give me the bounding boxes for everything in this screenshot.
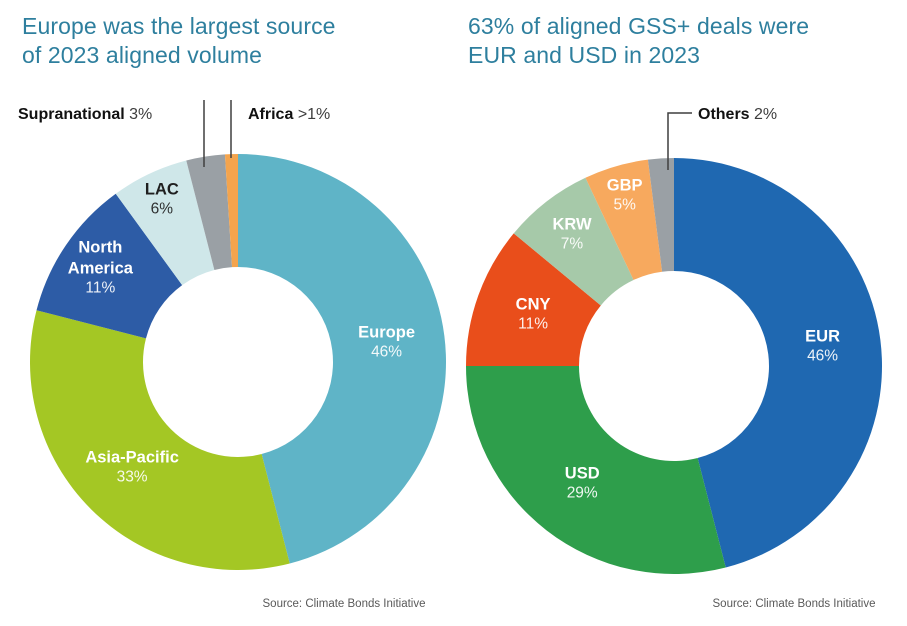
segment-value-lac: 6% [150, 200, 174, 218]
donut-segment-krw [513, 177, 634, 306]
segment-label-europe: Europe 46% [358, 323, 415, 364]
donut-segment-europe [238, 154, 446, 564]
segment-value-cny: 11% [518, 315, 549, 333]
segment-label-gbp: GBP 5% [607, 176, 643, 217]
callout-name-others: Others [698, 106, 750, 123]
segment-value-gbp: 5% [613, 196, 636, 214]
donut-segment-supranational [186, 154, 233, 270]
segment-value-usd: 29% [566, 484, 598, 502]
segment-name-europe: Europe [358, 323, 415, 342]
segment-value-asia-pacific: 33% [116, 468, 148, 486]
segment-label-usd: USD 29% [565, 464, 600, 505]
left-chart-title: Europe was the largest source of 2023 al… [22, 12, 452, 71]
segment-name-krw: KRW [552, 214, 592, 233]
segment-name-usd: USD [564, 464, 600, 483]
segment-label-krw: KRW 7% [552, 214, 591, 255]
right-chart-title: 63% of aligned GSS+ deals were EUR and U… [468, 12, 898, 71]
donut-segment-africa [224, 154, 238, 268]
donut-segment-north-america [36, 193, 183, 339]
donut-segment-others [647, 158, 674, 272]
segment-name-gbp: GBP [606, 176, 643, 195]
callout-line-others [667, 112, 692, 170]
left-source-note: Source: Climate Bonds Initiative [262, 598, 426, 610]
segment-name-lac: LAC [144, 180, 179, 199]
segment-value-eur: 46% [807, 347, 839, 365]
donut-segment-asia-pacific [29, 310, 290, 570]
donut-segment-lac [115, 160, 215, 286]
segment-value-europe: 46% [371, 343, 403, 361]
callout-value-africa: >1% [297, 106, 331, 123]
segment-name-eur: EUR [805, 327, 840, 346]
left-chart-title-line2: of 2023 aligned volume [22, 42, 263, 69]
segment-name-cny: CNY [515, 295, 551, 314]
donut-segment-eur [674, 158, 882, 568]
segment-label-eur: EUR 46% [805, 327, 840, 368]
segment-label-asia-pacific: Asia-Pacific 33% [85, 447, 179, 488]
callout-label-others: Others 2% [698, 106, 777, 124]
right-chart-title-line2: EUR and USD in 2023 [468, 42, 701, 69]
right-chart-title-line1: 63% of aligned GSS+ deals were [468, 13, 810, 39]
segment-label-cny: CNY 11% [516, 295, 551, 336]
callout-label-africa: Africa >1% [248, 106, 330, 124]
segment-label-north-america: North America 11% [68, 238, 133, 299]
callout-name-africa: Africa [248, 106, 294, 123]
donut-segment-gbp [585, 159, 663, 281]
segment-name-asia-pacific: Asia-Pacific [85, 448, 179, 467]
donut-segment-cny [466, 233, 601, 366]
callout-name-supranational: Supranational [18, 106, 125, 123]
segment-label-lac: LAC 6% [145, 180, 179, 221]
donut-segment-usd [466, 366, 726, 574]
left-chart-title-line1: Europe was the largest source [22, 13, 336, 39]
segment-value-krw: 7% [560, 235, 584, 253]
right-source-note: Source: Climate Bonds Initiative [712, 598, 876, 610]
callout-label-supranational: Supranational 3% [18, 106, 152, 124]
segment-value-north-america: 11% [85, 279, 116, 297]
callout-value-others: 2% [754, 106, 778, 123]
segment-name-north-america: North America [67, 238, 133, 278]
callout-value-supranational: 3% [129, 106, 153, 123]
